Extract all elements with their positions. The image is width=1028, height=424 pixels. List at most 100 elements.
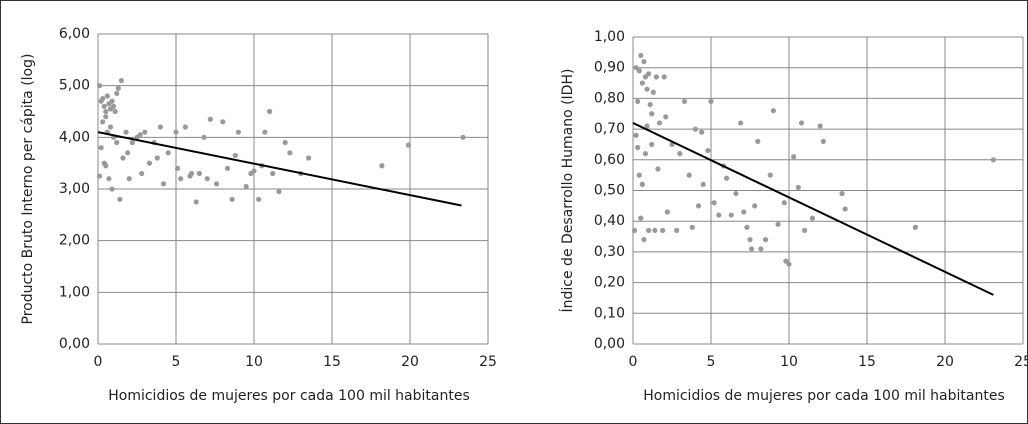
point — [724, 175, 730, 181]
point — [664, 209, 670, 215]
point — [674, 227, 680, 234]
point — [182, 124, 188, 130]
point — [636, 68, 642, 74]
x-tick-label: 20 — [401, 354, 419, 370]
point — [139, 170, 145, 177]
point — [306, 155, 312, 161]
point — [173, 129, 179, 135]
point — [111, 103, 117, 109]
point — [763, 237, 769, 243]
point — [798, 120, 805, 126]
point — [96, 173, 103, 179]
point — [196, 170, 202, 177]
point — [758, 246, 764, 252]
trend-line — [97, 131, 462, 207]
x-tick-label: 15 — [858, 354, 876, 370]
point — [100, 95, 106, 102]
point — [405, 142, 412, 148]
point — [220, 119, 226, 125]
point — [767, 172, 773, 178]
point — [752, 203, 758, 209]
x-tick-label: 0 — [629, 354, 638, 370]
point — [791, 154, 797, 160]
y-tick-label: 3,00 — [59, 181, 90, 197]
y-tick-label: 0,80 — [594, 90, 625, 106]
point — [101, 103, 107, 109]
point — [642, 151, 649, 157]
point — [256, 196, 262, 202]
point — [716, 212, 722, 218]
point — [114, 90, 120, 97]
point — [115, 85, 121, 91]
x-tick-label: 0 — [94, 354, 103, 370]
point — [639, 80, 645, 86]
point — [104, 93, 110, 99]
point — [748, 246, 755, 252]
point — [112, 108, 118, 115]
point — [109, 186, 115, 192]
point — [638, 215, 644, 221]
point — [912, 224, 918, 230]
point — [460, 134, 466, 140]
y-tick-label: 0,20 — [594, 275, 625, 291]
x-tick-label: 5 — [172, 354, 181, 370]
point — [201, 134, 207, 140]
point — [817, 123, 823, 129]
point — [120, 155, 126, 161]
point — [635, 144, 641, 151]
point — [229, 196, 235, 202]
point — [114, 139, 120, 146]
point — [174, 165, 181, 171]
point — [738, 120, 744, 126]
point — [646, 71, 652, 77]
y-tick-label: 0,00 — [59, 336, 90, 352]
point — [644, 86, 650, 92]
point — [647, 101, 653, 108]
point — [692, 126, 699, 132]
point — [224, 165, 231, 171]
point — [711, 200, 717, 206]
y-tick-label: 1,00 — [59, 284, 90, 300]
point — [267, 108, 273, 115]
point — [262, 129, 268, 135]
point — [770, 108, 777, 114]
point — [235, 129, 241, 135]
point — [653, 74, 660, 80]
point — [781, 200, 787, 206]
point — [641, 237, 647, 243]
point — [103, 108, 109, 115]
point — [103, 163, 109, 169]
point — [129, 139, 135, 146]
point — [189, 170, 195, 177]
point — [652, 227, 658, 234]
trend-line — [632, 122, 994, 296]
point — [232, 152, 238, 159]
point — [633, 132, 639, 138]
point — [636, 172, 642, 178]
point — [677, 151, 683, 157]
point — [661, 74, 667, 80]
point — [820, 138, 826, 144]
y-tick-label: 1,00 — [594, 29, 625, 45]
point — [213, 181, 220, 187]
point — [656, 120, 663, 126]
y-tick-label: 0,40 — [594, 213, 625, 229]
point — [650, 89, 656, 95]
point — [639, 181, 645, 187]
point — [733, 190, 739, 197]
point — [125, 150, 131, 156]
point — [649, 141, 655, 148]
y-tick-label: 2,00 — [59, 233, 90, 249]
point — [98, 145, 104, 151]
point — [686, 172, 692, 178]
point — [708, 98, 714, 105]
point — [178, 176, 184, 182]
point — [248, 170, 254, 177]
point — [204, 176, 210, 182]
x-tick-label: 25 — [479, 354, 497, 370]
point — [100, 119, 106, 125]
point — [207, 116, 213, 122]
point — [649, 111, 655, 117]
